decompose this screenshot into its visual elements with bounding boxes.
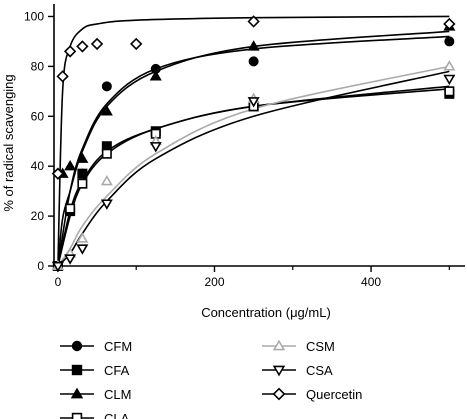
fit-curve-clm — [57, 30, 450, 267]
legend-marker-cfm — [71, 340, 83, 352]
data-point-csm — [100, 174, 113, 186]
legend: CFM CFA CLM CLA CSM CSA Quercetin — [60, 339, 362, 419]
fit-curve-quercetin — [57, 15, 450, 267]
data-point-csa — [76, 244, 89, 255]
data-point-clm — [247, 40, 260, 51]
x-tick-label: 200 — [204, 275, 224, 289]
data-point-cfm — [101, 81, 112, 92]
data-point-quercetin — [56, 70, 69, 83]
data-point-csa — [51, 261, 64, 273]
data-point-csa — [64, 254, 77, 265]
x-tick-label: 0 — [55, 275, 62, 289]
fit-curve-cfa — [57, 88, 450, 267]
data-point-quercetin — [51, 167, 65, 180]
legend-marker-cla — [71, 412, 83, 419]
data-point-clm — [76, 152, 89, 163]
x-axis-label: Concentration (μg/mL) — [201, 305, 331, 320]
fit-curves — [57, 15, 450, 267]
data-point-cfm — [248, 56, 259, 67]
legend-label-cla: CLA — [104, 411, 130, 419]
data-point-clm — [149, 70, 162, 81]
legend-label-quercetin: Quercetin — [306, 387, 362, 402]
fit-curve-cla — [57, 85, 450, 267]
y-tick-label: 100 — [24, 9, 44, 23]
y-axis-label: % of radical scavenging — [1, 74, 16, 211]
fit-curve-cfm — [57, 35, 450, 267]
x-tick-label: 400 — [361, 275, 381, 289]
data-point-cla — [65, 203, 76, 214]
legend-marker-cfa — [71, 364, 83, 376]
data-point-cla — [101, 148, 112, 159]
data-point-clm — [64, 159, 77, 171]
data-point-quercetin — [130, 37, 143, 51]
axes: 0 20 40 60 80 100 0 200 400 — [24, 4, 465, 289]
data-points — [51, 15, 456, 273]
data-point-quercetin — [76, 40, 89, 53]
data-point-quercetin — [63, 45, 77, 58]
data-point-cfa — [77, 168, 88, 179]
data-point-csa — [443, 74, 456, 86]
legend-marker-csa — [272, 365, 286, 377]
y-tick-label: 0 — [37, 259, 44, 273]
legend-marker-clm — [70, 387, 84, 399]
data-point-csm — [76, 232, 89, 243]
data-point-csm — [443, 60, 456, 71]
data-point-csa — [247, 97, 260, 108]
data-point-csa — [149, 142, 162, 153]
data-point-clm — [100, 105, 113, 116]
legend-label-cfa: CFA — [104, 363, 130, 378]
data-point-cla — [77, 178, 88, 189]
fit-curve-csm — [57, 65, 450, 267]
legend-marker-csm — [272, 339, 286, 351]
y-tick-label: 80 — [31, 59, 45, 73]
legend-label-cfm: CFM — [104, 339, 132, 354]
data-point-csa — [100, 199, 113, 210]
data-point-quercetin — [90, 37, 104, 51]
data-point-cla — [444, 86, 455, 97]
data-point-cfm — [444, 36, 455, 47]
data-point-quercetin — [443, 17, 456, 31]
legend-marker-quercetin — [272, 387, 286, 401]
y-tick-label: 60 — [31, 109, 45, 123]
y-tick-label: 20 — [31, 209, 45, 223]
legend-label-csm: CSM — [306, 339, 335, 354]
data-point-quercetin — [247, 15, 260, 28]
legend-label-csa: CSA — [306, 363, 333, 378]
legend-label-clm: CLM — [104, 387, 131, 402]
y-tick-label: 40 — [31, 159, 45, 173]
